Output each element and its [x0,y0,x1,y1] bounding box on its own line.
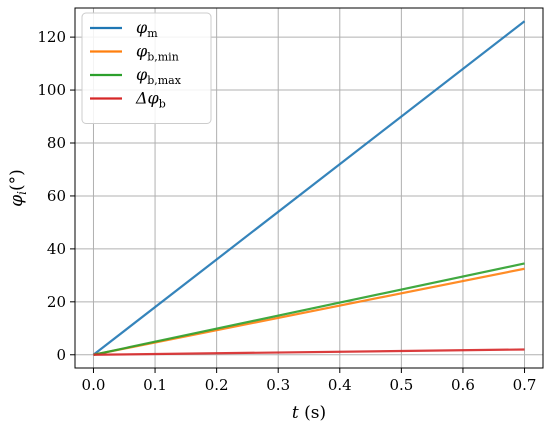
y-axis-label: φi(°) [7,169,29,207]
x-axis-label: t (s) [292,403,326,423]
x-tick-label: 0.0 [82,376,106,394]
plot-frame [74,7,544,369]
series-lines [92,20,526,356]
legend-entry: φb,max [136,65,182,87]
y-tick-label: 120 [37,28,66,46]
legend-entry: φm [136,18,158,40]
grid [75,8,543,368]
y-axis-label-sub: i [15,191,29,195]
x-tick-label: 0.2 [205,376,229,394]
x-tick-label: 0.1 [143,376,167,394]
y-tick-label: 80 [47,134,66,152]
y-axis-label-unit: (°) [7,169,27,191]
x-tick-label: 0.5 [389,376,413,394]
x-tick-label: 0.7 [513,376,537,394]
series-line-3 [93,348,525,356]
legend-entry: Δφb [135,89,166,111]
y-tick-label: 100 [37,81,66,99]
svg-text:φi(°): φi(°) [7,169,29,207]
legend-box [81,12,212,124]
x-axis-label-var: t [292,403,299,423]
y-axis-label-var: φ [7,195,27,207]
y-tick-label: 40 [47,240,66,258]
x-axis-ticks: 0.0 0.1 0.2 0.3 0.4 0.5 0.6 0.7 [82,368,537,394]
x-tick-label: 0.4 [328,376,352,394]
y-axis-ticks: 0 20 40 60 80 100 120 [37,28,75,364]
series-line-2 [93,262,525,356]
series-line-0 [92,20,526,356]
x-tick-label: 0.6 [451,376,475,394]
y-tick-label: 60 [47,187,66,205]
x-tick-label: 0.3 [266,376,290,394]
y-tick-label: 20 [47,293,66,311]
x-axis-label-unit: (s) [299,403,326,423]
legend-entry: φb,min [136,42,179,64]
y-tick-label: 0 [56,346,66,364]
